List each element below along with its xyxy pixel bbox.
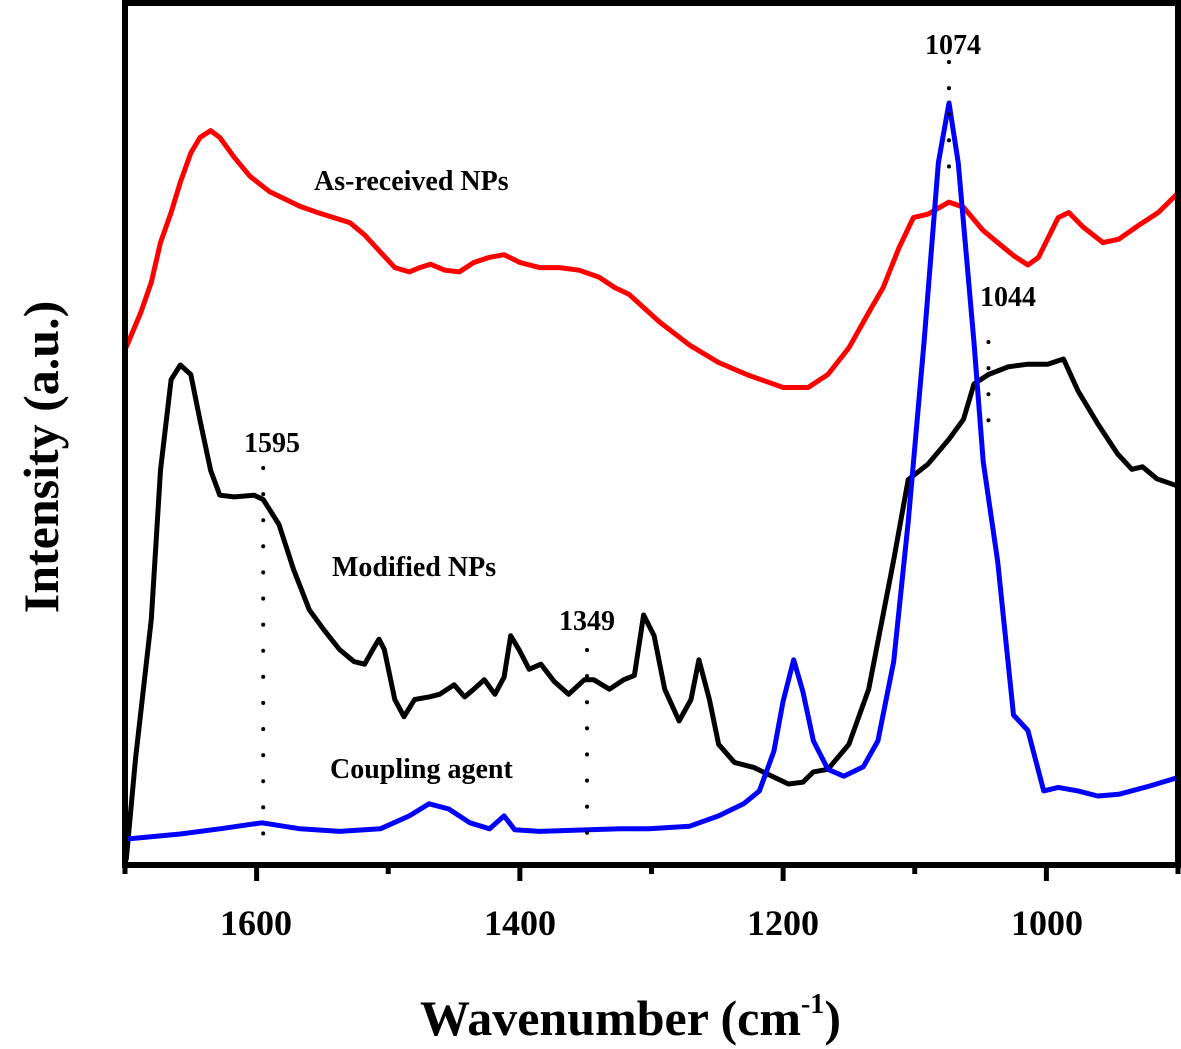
series-label-as-received: As-received NPs	[314, 166, 509, 197]
x-axis-title-close: )	[824, 990, 841, 1046]
peak-label-1074: 1074	[925, 30, 981, 61]
series-line-coupling-agent	[123, 100, 1180, 842]
series-line-as-received-nps	[123, 128, 1180, 390]
x-tick-label-1200: 1200	[747, 903, 819, 943]
peak-label-1595: 1595	[244, 428, 300, 459]
series-label-modified: Modified NPs	[332, 552, 496, 583]
x-axis-title-main: Wavenumber (cm	[420, 990, 801, 1046]
series-line-modified-nps	[123, 356, 1180, 862]
peak-label-1349: 1349	[559, 606, 615, 637]
peak-marker-layer	[261, 60, 991, 844]
x-tick-label-1600: 1600	[220, 903, 292, 943]
x-axis-title-sup: -1	[801, 989, 824, 1020]
series-layer	[123, 100, 1180, 862]
y-axis-title: Intensity (a.u.)	[13, 301, 69, 614]
tick-layer	[122, 865, 1181, 881]
x-tick-label-1400: 1400	[484, 903, 556, 943]
x-axis-title: Wavenumber (cm-1)	[420, 989, 841, 1046]
peak-label-1044: 1044	[980, 282, 1036, 313]
series-label-coupling: Coupling agent	[330, 754, 513, 785]
x-tick-label-1000: 1000	[1011, 903, 1083, 943]
